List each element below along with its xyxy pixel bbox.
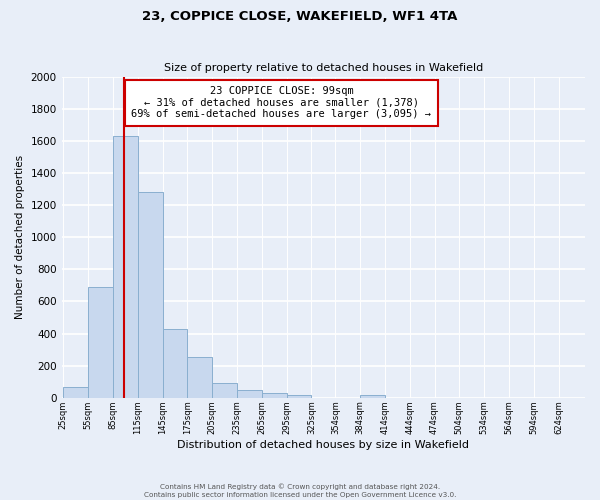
Bar [163,328,187,398]
Y-axis label: Number of detached properties: Number of detached properties [15,155,25,319]
Title: Size of property relative to detached houses in Wakefield: Size of property relative to detached ho… [164,63,483,73]
X-axis label: Distribution of detached houses by size in Wakefield: Distribution of detached houses by size … [178,440,469,450]
Bar [287,394,311,398]
Bar [237,390,262,398]
Bar [64,388,88,398]
Bar [88,287,113,398]
Bar [262,393,287,398]
Text: Contains HM Land Registry data © Crown copyright and database right 2024.
Contai: Contains HM Land Registry data © Crown c… [144,484,456,498]
Bar [212,384,237,398]
Bar [113,136,138,398]
Text: 23 COPPICE CLOSE: 99sqm
← 31% of detached houses are smaller (1,378)
69% of semi: 23 COPPICE CLOSE: 99sqm ← 31% of detache… [131,86,431,120]
Bar [138,192,163,398]
Bar [360,396,385,398]
Text: 23, COPPICE CLOSE, WAKEFIELD, WF1 4TA: 23, COPPICE CLOSE, WAKEFIELD, WF1 4TA [142,10,458,23]
Bar [187,357,212,398]
